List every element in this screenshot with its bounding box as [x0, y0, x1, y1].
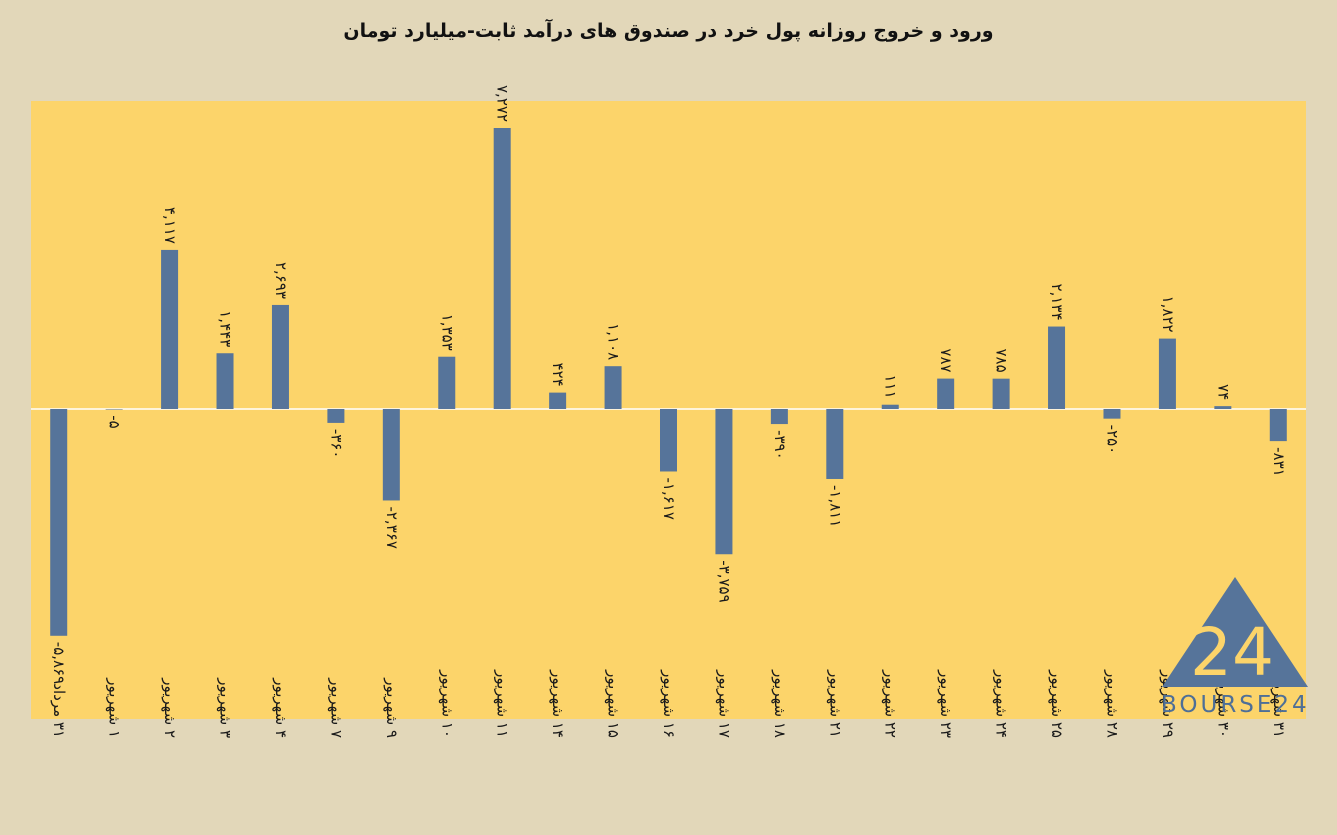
bar — [382, 409, 400, 501]
data-label: -۸۳۱ — [1270, 447, 1288, 477]
data-label: ۷۴ — [1214, 384, 1232, 400]
bar — [1214, 406, 1232, 409]
data-label: -۱,۶۱۷ — [660, 477, 678, 519]
bar — [604, 366, 622, 409]
x-tick-label: ۱۱ شهریور — [494, 669, 512, 738]
data-label: ۲,۶۹۳ — [272, 262, 290, 299]
bar — [1158, 338, 1176, 409]
x-tick-label: ۲۳ شهریور — [937, 669, 955, 738]
x-tick-label: ۱۸ شهریور — [771, 669, 789, 738]
data-label: -۵ — [106, 415, 124, 428]
x-tick-label: ۱۶ شهریور — [660, 669, 678, 738]
data-label: -۳۹۰ — [771, 430, 789, 460]
logo-mark: 24 — [1190, 614, 1274, 691]
bar — [770, 409, 788, 425]
x-tick-label: ۳ شهریور — [217, 677, 235, 738]
x-tick-label: ۲۵ شهریور — [1048, 669, 1066, 738]
bar — [105, 409, 123, 410]
x-tick-label: ۲۸ شهریور — [1103, 669, 1121, 738]
bar — [549, 392, 567, 409]
data-label: ۴۲۴ — [549, 362, 567, 386]
data-label: -۳,۷۵۹ — [715, 560, 733, 602]
bar — [1103, 409, 1121, 419]
bar — [327, 409, 345, 423]
bourse24-logo-icon: 24 — [1162, 577, 1308, 691]
bar — [660, 409, 677, 472]
data-label: ۱,۱۰۸ — [605, 323, 623, 360]
x-tick-label: ۱۵ شهریور — [605, 669, 623, 738]
data-label: ۷۸۵ — [993, 348, 1011, 372]
bar — [161, 249, 179, 409]
bar — [271, 304, 289, 409]
bar — [992, 378, 1010, 409]
x-tick-label: ۲ شهریور — [161, 677, 179, 738]
bar — [937, 378, 955, 409]
x-tick-label: ۴ شهریور — [272, 677, 290, 738]
bar — [715, 409, 733, 555]
data-label: -۲۵۰ — [1103, 425, 1121, 455]
bar — [438, 356, 456, 409]
bar — [50, 409, 68, 636]
data-label: -۲,۳۶۷ — [383, 506, 401, 548]
bar — [216, 353, 234, 409]
bar — [1269, 409, 1287, 442]
x-tick-label: ۹ شهریور — [383, 677, 401, 738]
bar — [881, 404, 899, 409]
x-tick-label: ۷ شهریور — [327, 677, 345, 738]
data-label: ۱,۳۵۳ — [438, 314, 456, 351]
x-tick-label: ۱۴ شهریور — [549, 669, 567, 738]
x-tick-label: ۲۱ شهریور — [826, 669, 844, 738]
x-tick-label: ۲۲ شهریور — [882, 669, 900, 738]
data-label: ۱,۴۴۳ — [217, 310, 235, 347]
data-label: ۱۱۱ — [882, 375, 900, 399]
data-label: -۱,۸۱۱ — [826, 485, 844, 527]
bar — [493, 128, 511, 409]
bar — [826, 409, 844, 479]
data-label: ۱,۸۲۲ — [1159, 296, 1177, 333]
data-label: ۷,۲۷۲ — [494, 85, 512, 122]
chart-title: ورود و خروج روزانه پول خرد در صندوق های … — [343, 20, 994, 42]
data-label: -۵,۸۶۹ — [50, 642, 68, 684]
bar — [1048, 326, 1066, 409]
data-label: -۳۶۰ — [327, 429, 345, 459]
x-tick-label: ۱ شهریور — [106, 677, 124, 738]
data-label: ۴,۱۱۷ — [161, 207, 179, 244]
x-tick-label: ۱۰ شهریور — [438, 669, 456, 738]
data-label: ۲,۱۳۴ — [1048, 284, 1066, 321]
x-tick-label: ۱۷ شهریور — [715, 669, 733, 738]
data-label: ۷۸۷ — [937, 348, 955, 372]
logo-text: BOURSE24 — [1161, 692, 1310, 718]
x-tick-label: ۲۴ شهریور — [993, 669, 1011, 738]
x-tick-label: ۳۱ مرداد — [50, 683, 68, 738]
